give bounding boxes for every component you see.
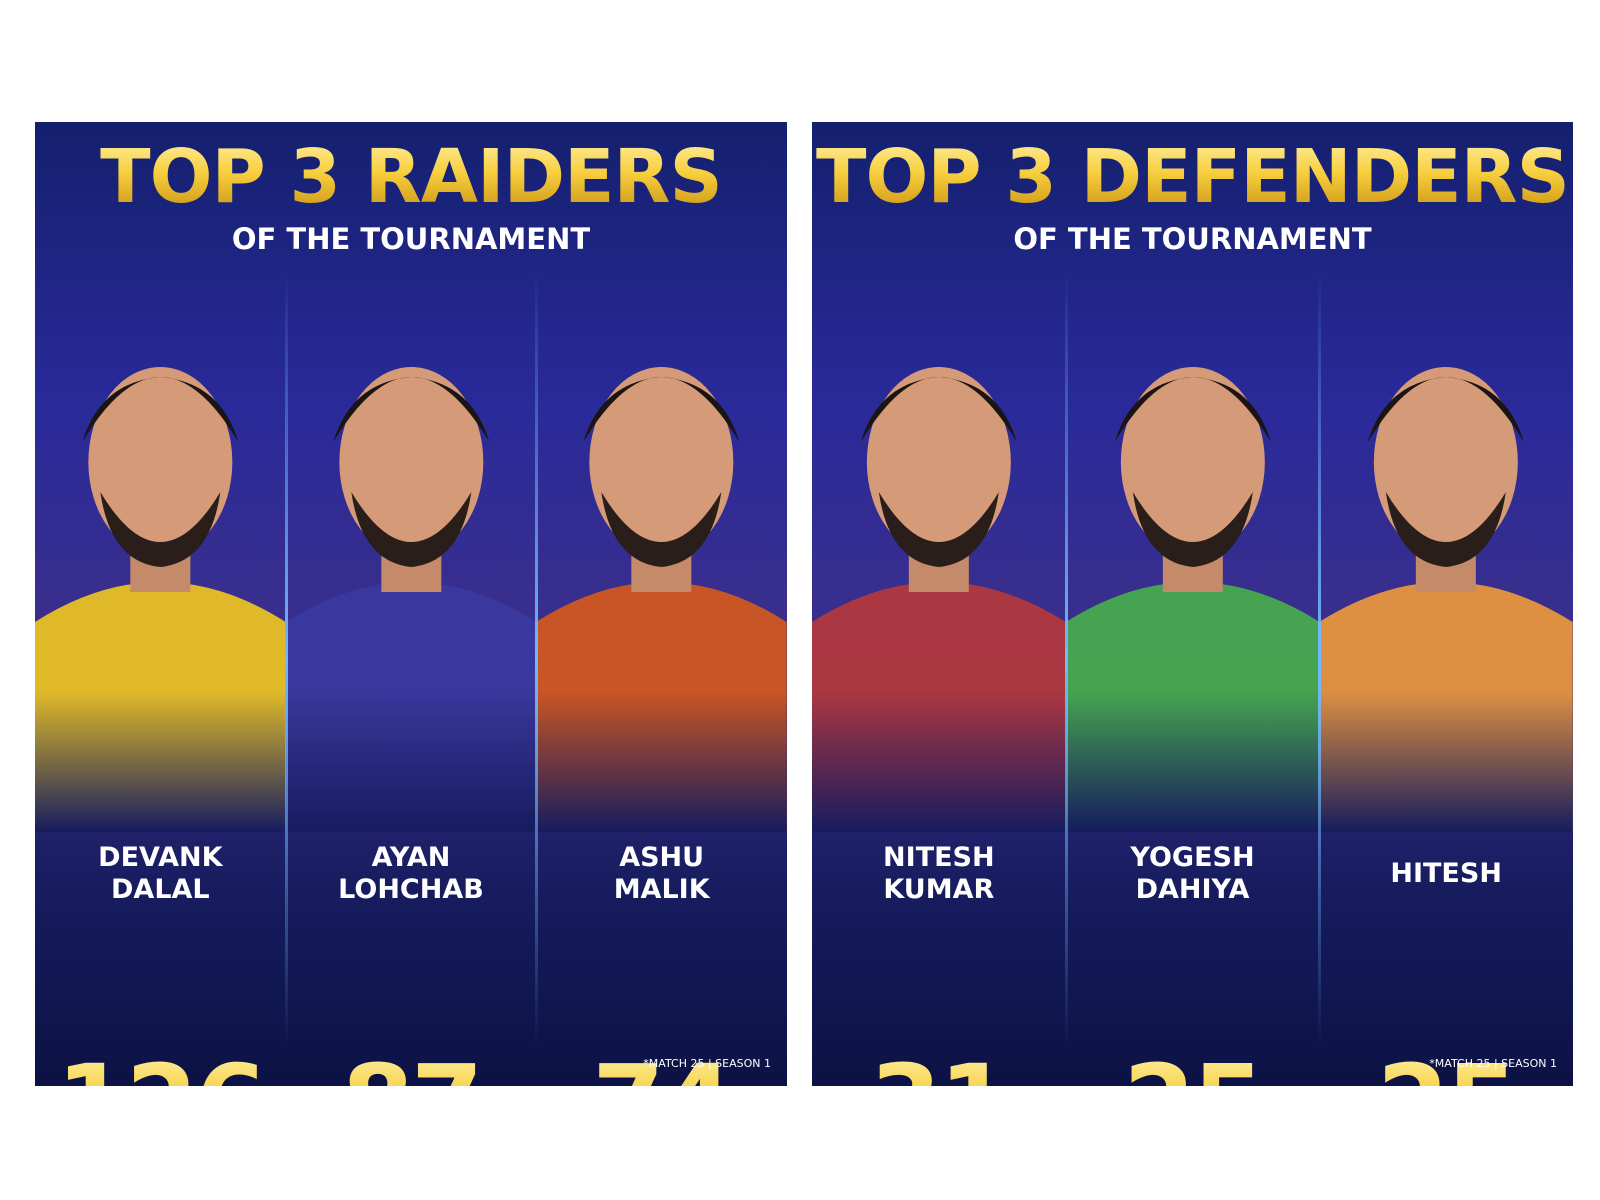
player-score: 87: [286, 1042, 537, 1086]
player-name: DEVANK: [98, 842, 223, 873]
player-name: DAHIYA: [1135, 874, 1250, 905]
poster-panel: TOP 3 RAIDERS OF THE TOURNAMENT DEVANK DALA…: [35, 122, 787, 1086]
player-score: 74: [536, 1042, 787, 1086]
player-photo: [35, 367, 286, 832]
player-column: HITESH 25: [1319, 272, 1573, 1086]
player-photo: [285, 367, 537, 832]
player-name: ASHU: [619, 842, 705, 873]
player-photo: [812, 367, 1066, 832]
footnote: *MATCH 25 | SEASON 1: [1429, 1057, 1557, 1070]
footnote: *MATCH 25 | SEASON 1: [643, 1057, 771, 1070]
player-photo: [536, 367, 787, 832]
column-divider: [1318, 272, 1322, 1046]
player-score: 25: [1319, 1042, 1573, 1086]
player-name: NITESH: [883, 842, 995, 873]
player-name: YOGESH: [1130, 842, 1255, 873]
player-name: HITESH: [1390, 858, 1502, 889]
player-name: KUMAR: [883, 874, 995, 905]
column-divider: [535, 272, 539, 1046]
player-photo: [1065, 367, 1320, 832]
player-score: 25: [1066, 1042, 1320, 1086]
poster-title: TOP 3 DEFENDERS: [812, 134, 1573, 220]
column-divider: [1064, 272, 1068, 1046]
player-name: DALAL: [111, 874, 210, 905]
poster-panel: TOP 3 DEFENDERS OF THE TOURNAMENT NITESH KU…: [812, 122, 1573, 1086]
player-score: 31: [812, 1042, 1066, 1086]
player-name: LOHCHAB: [338, 874, 484, 905]
player-name: AYAN: [371, 842, 451, 873]
player-name: MALIK: [613, 874, 710, 905]
poster-subtitle: OF THE TOURNAMENT: [1013, 222, 1372, 256]
poster-subtitle: OF THE TOURNAMENT: [231, 222, 591, 256]
column-divider: [284, 272, 288, 1046]
player-score: 126: [35, 1042, 286, 1086]
player-photo: [1319, 367, 1573, 832]
poster-title: TOP 3 RAIDERS: [35, 134, 787, 220]
